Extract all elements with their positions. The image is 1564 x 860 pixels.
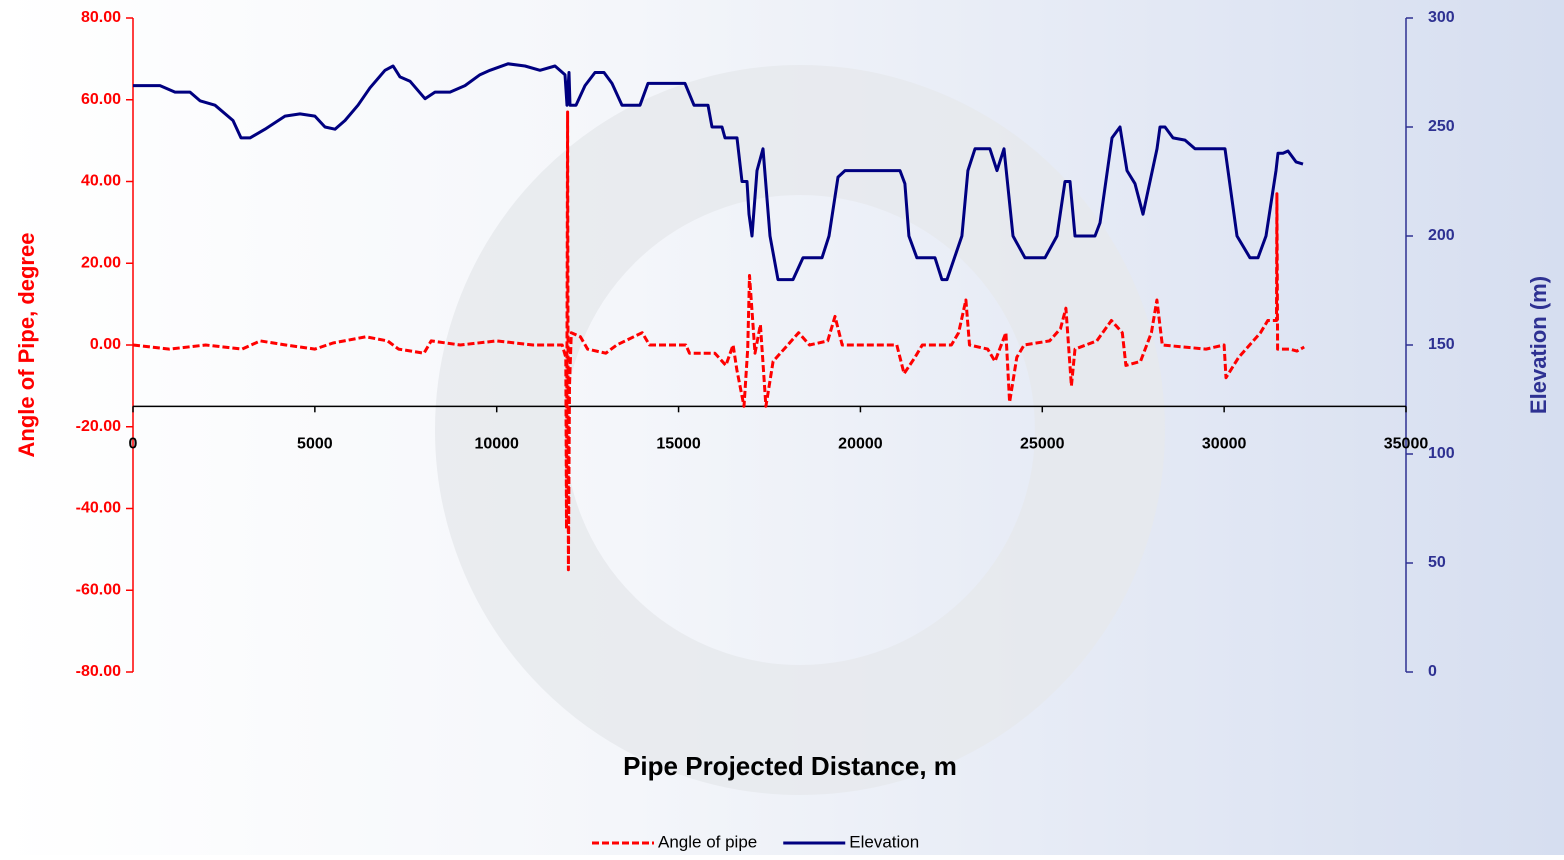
y2-tick-label: 250 bbox=[1428, 118, 1455, 135]
chart: Pipe Projected Distance, m Angle of Pipe… bbox=[0, 0, 1564, 855]
y-axis-title: Angle of Pipe, degree bbox=[14, 233, 39, 458]
y2-tick-label: 300 bbox=[1428, 9, 1455, 26]
y-tick-label: -60.00 bbox=[76, 581, 121, 598]
y-tick-label: 20.00 bbox=[81, 254, 121, 271]
y2-tick-label: 150 bbox=[1428, 336, 1455, 353]
legend-label: Angle of pipe bbox=[658, 832, 757, 851]
legend-label: Elevation bbox=[849, 832, 919, 851]
y-tick-label: -40.00 bbox=[76, 500, 121, 517]
y-tick-label: 40.00 bbox=[81, 173, 121, 190]
y-tick-label: 0.00 bbox=[90, 336, 121, 353]
y2-axis-title: Elevation (m) bbox=[1526, 276, 1551, 414]
y2-tick-label: 200 bbox=[1428, 227, 1455, 244]
y-tick-label: 80.00 bbox=[81, 9, 121, 26]
x-tick-label: 30000 bbox=[1202, 436, 1247, 453]
y2-tick-label: 0 bbox=[1428, 663, 1437, 680]
y-tick-label: -80.00 bbox=[76, 663, 121, 680]
y2-tick-label: 50 bbox=[1428, 554, 1446, 571]
x-tick-label: 0 bbox=[129, 436, 138, 453]
y-tick-label: -20.00 bbox=[76, 418, 121, 435]
y2-tick-label: 100 bbox=[1428, 445, 1455, 462]
x-tick-label: 10000 bbox=[474, 436, 519, 453]
x-tick-label: 35000 bbox=[1384, 436, 1429, 453]
x-tick-label: 25000 bbox=[1020, 436, 1065, 453]
x-tick-label: 15000 bbox=[656, 436, 701, 453]
x-axis-title: Pipe Projected Distance, m bbox=[623, 751, 957, 781]
page: {"chart_data": {"type": "line", "xlabel"… bbox=[0, 0, 1564, 855]
y-tick-label: 60.00 bbox=[81, 91, 121, 108]
x-tick-label: 5000 bbox=[297, 436, 333, 453]
x-tick-label: 20000 bbox=[838, 436, 883, 453]
